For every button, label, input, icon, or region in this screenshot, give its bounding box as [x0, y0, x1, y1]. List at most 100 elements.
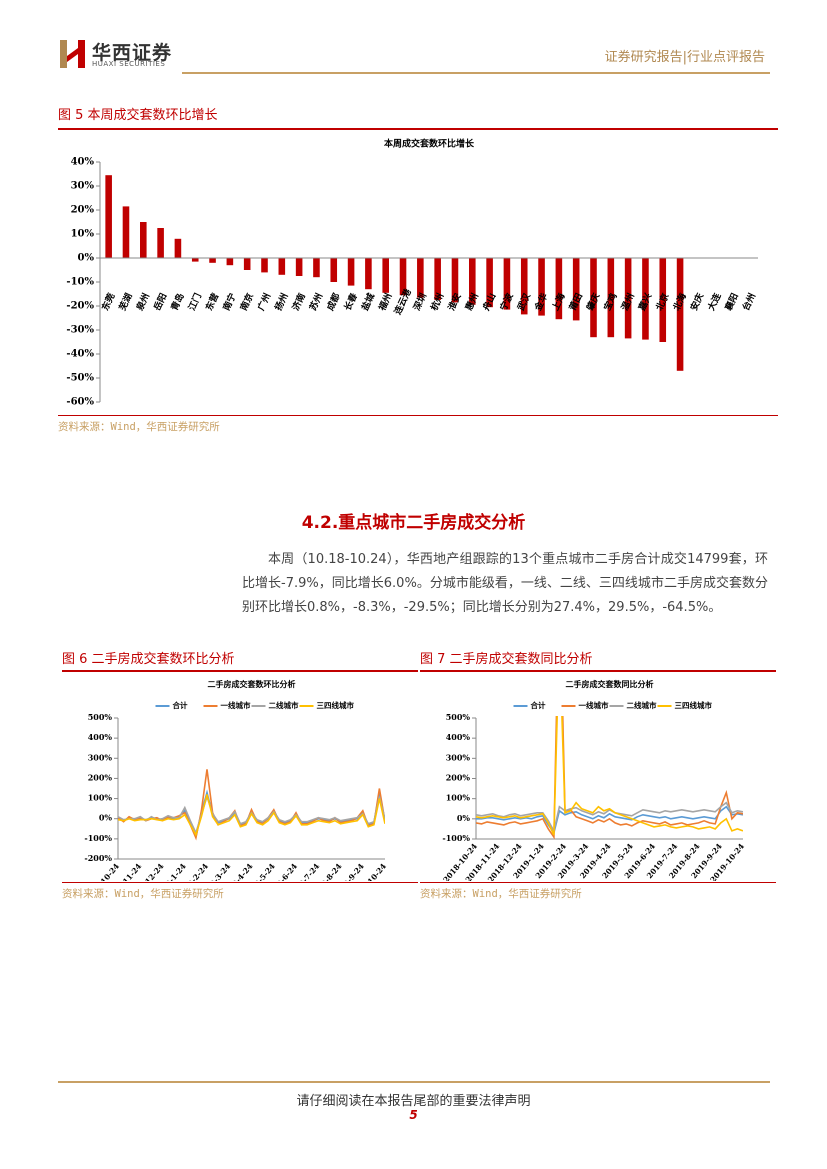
y-tick-label: 300% [446, 752, 471, 762]
brand-en: HUAXI SECURITIES [92, 60, 166, 68]
bar [122, 206, 130, 258]
series-line [118, 794, 385, 837]
bar [417, 258, 424, 298]
bar [572, 258, 580, 321]
x-tick-label: 襄阳 [722, 291, 741, 313]
series-line [476, 716, 743, 836]
x-tick-label: 江门 [186, 291, 204, 312]
y-tick-label: 10% [71, 229, 95, 240]
page-number: 5 [409, 1108, 418, 1122]
x-tick-label: 莆田 [566, 291, 584, 312]
bar [226, 258, 234, 266]
y-tick-label: 200% [88, 772, 113, 782]
bar [451, 258, 459, 303]
series-line [476, 716, 743, 840]
caption-rule [58, 128, 778, 130]
x-tick-label: 淮安 [445, 291, 463, 312]
legend-label: 一线城市 [579, 700, 609, 710]
x-tick-label: 温州 [618, 291, 636, 312]
figure-caption: 图 6 二手房成交套数环比分析 [62, 652, 235, 667]
bar [607, 258, 615, 338]
x-tick-label: 杭州 [428, 291, 446, 312]
plot [118, 769, 385, 841]
y-tick-label: 400% [88, 732, 113, 742]
y-tick-label: 500% [88, 712, 113, 722]
y-tick-label: -100% [84, 833, 112, 843]
figure-caption: 图 5 本周成交套数环比增长 [58, 108, 218, 123]
y-tick-label: 0% [99, 813, 113, 823]
bar [642, 258, 649, 340]
bar [330, 258, 338, 282]
source-rule [420, 882, 776, 883]
plot [476, 716, 743, 840]
y-tick-label: 20% [71, 205, 95, 216]
header-rule [182, 72, 770, 74]
series-line [118, 769, 385, 841]
legend-label: 三四线城市 [675, 700, 713, 710]
bar [520, 258, 528, 315]
y-tick-label: 200% [446, 773, 471, 783]
x-tick-label: 金华 [531, 291, 550, 313]
y-tick-label: 100% [88, 793, 113, 803]
bar [624, 258, 632, 339]
chart-title: 二手房成交套数环比分析 [208, 679, 296, 689]
line-chart: 二手房成交套数环比分析 -200% -100% 0% 100% 200% 300% 400% 5… [83, 679, 388, 881]
x-tick-label: 长春 [341, 290, 360, 312]
bar [590, 258, 597, 338]
x-tick-label: 连云港 [391, 286, 414, 316]
line-chart: 二手房成交套数同比分析-100%0%100%200%300%400%500%20… [441, 679, 746, 881]
logo-icon [60, 40, 85, 68]
figure-caption: 图 7 二手房成交套数同比分析 [420, 652, 593, 667]
x-tick-label: 舟山 [480, 291, 498, 312]
bar [347, 258, 355, 286]
source-rule [58, 415, 778, 416]
y-tick-label: 30% [71, 181, 95, 192]
source-rule [62, 882, 418, 883]
y-tick-label: -30% [66, 325, 94, 336]
y-tick-label: 40% [71, 157, 95, 168]
legend-label: 合计 [173, 700, 188, 710]
x-tick-label: 广州 [255, 291, 273, 312]
source: 资料来源：Wind，华西证券研究所 [62, 888, 224, 900]
legend-label: 二线城市 [627, 700, 657, 710]
legend-label: 三四线城市 [317, 700, 355, 710]
bar [538, 258, 545, 316]
source: 资料来源：Wind，华西证券研究所 [420, 888, 582, 900]
x-tick-label: 青岛 [168, 291, 186, 312]
bar [382, 258, 390, 293]
bar [486, 258, 493, 308]
x-tick-label: 宁波 [497, 290, 516, 312]
bar-chart: 本周成交套数环比增长 -60% -50% -40% -30% -20% -10% 0% 10% 2… [66, 138, 758, 408]
bar [468, 258, 476, 305]
bar [139, 222, 147, 258]
y-tick-label: -10% [66, 277, 94, 288]
x-tick-label: 肇庆 [584, 291, 602, 312]
bar [676, 258, 684, 371]
caption-rule [420, 670, 776, 672]
x-tick-label: 安庆 [688, 291, 706, 312]
series-line [476, 805, 743, 835]
x-tick-label: 武汉 [515, 290, 534, 312]
x-tick-label: 2018-10-24 [83, 862, 121, 881]
x-tick-label: 北海 [670, 291, 688, 312]
bar [191, 258, 199, 262]
series-line [476, 801, 743, 834]
legend-label: 一线城市 [221, 700, 251, 710]
bar [157, 228, 164, 258]
x-tick-label: 济南 [289, 291, 307, 312]
footer-rule [58, 1081, 770, 1083]
report-type: 证券研究报告|行业点评报告 [604, 50, 765, 65]
y-tick-label: 500% [446, 712, 471, 722]
bar [278, 258, 286, 275]
bar [555, 258, 563, 320]
chart-title: 二手房成交套数同比分析 [566, 679, 654, 689]
x-tick-label: 宝鸡 [601, 291, 619, 312]
legend-label: 合计 [531, 700, 546, 710]
y-tick-label: 300% [88, 752, 113, 762]
bar [295, 258, 303, 276]
bar [503, 258, 511, 310]
x-tick-label: 芜湖 [116, 291, 134, 312]
footer-notice: 请仔细阅读在本报告尾部的重要法律声明 [296, 1094, 531, 1109]
y-tick-label: -40% [66, 349, 94, 360]
x-tick-label: 盐城 [359, 291, 377, 312]
